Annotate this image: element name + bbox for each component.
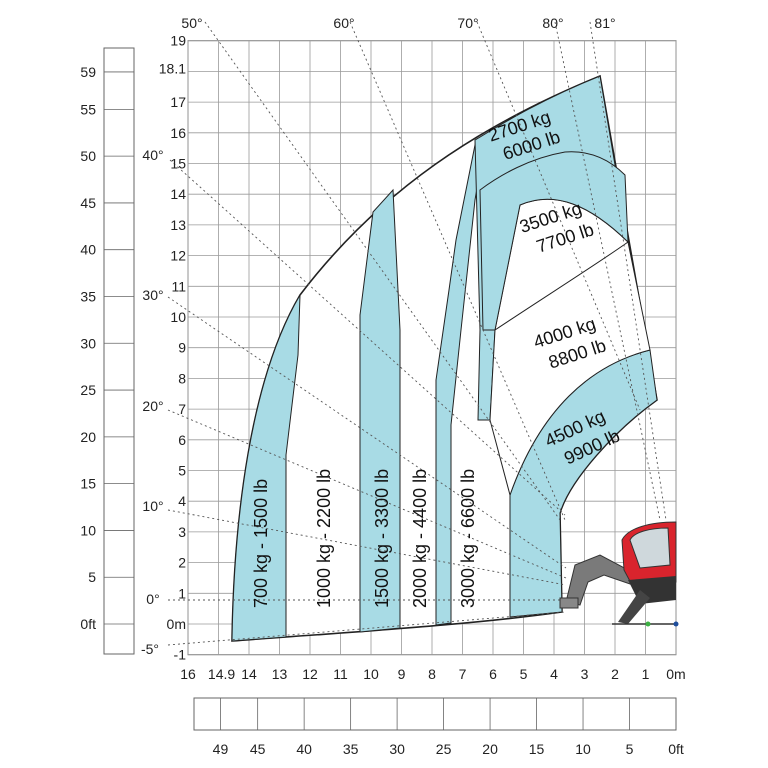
y-tick-label: 16 [170,125,186,141]
zone-700kg [231,294,301,642]
angle-label: 70° [457,15,478,31]
y-tick-label: -1 [174,647,187,663]
y-tick-label: 2 [178,555,186,571]
y-tick-label: 10 [170,309,186,325]
y-tick-label: 15 [170,156,186,172]
ft-bottom-tick-label: 15 [529,741,545,757]
x-tick-label: 8 [428,666,436,682]
angle-label: 80° [542,15,563,31]
zone-label-700: 700 kg - 1500 lb [251,479,271,608]
x-tick-label: 14.9 [208,666,235,682]
ft-left-tick-label: 0ft [80,616,96,632]
y-tick-label: 12 [170,248,186,264]
ft-left-tick-label: 20 [80,429,96,445]
ft-left-tick-label: 50 [80,148,96,164]
x-axis-labels: 16 14.9 14 13 12 11 10 9 8 7 6 5 4 3 2 1 0m [180,666,686,682]
x-tick-label: 11 [333,666,348,682]
x-tick-label: 3 [581,666,589,682]
angle-label: 50° [181,15,202,31]
x-tick-label: 16 [180,666,196,682]
y-tick-label: 9 [178,340,186,356]
x-tick-label: 12 [302,666,318,682]
y-tick-label: 0m [167,616,186,632]
x-tick-label: 14 [241,666,257,682]
ft-left-tick-label: 10 [80,522,96,538]
x-tick-label: 5 [520,666,528,682]
angle-labels: 50° 60° 70° 80° 81° 40° 30° 20° 10° 0° -5° [141,15,616,657]
zone-4000kg [489,241,651,497]
ft-bottom-tick-label: 30 [389,741,405,757]
ft-scale-bottom-ticks: 49 45 40 35 30 25 20 15 10 5 0ft [213,698,684,757]
zone-label-2000: 2000 kg - 4400 lb [410,469,430,608]
ft-bottom-tick-label: 5 [626,741,634,757]
marker-blue [673,621,679,627]
angle-label: -5° [141,641,159,657]
ft-bottom-tick-label: 0ft [668,741,684,757]
zone-1500kg [359,188,401,633]
y-tick-label: 17 [170,94,186,110]
angle-label: 20° [142,398,163,414]
ft-scale-left-ticks: 59 55 50 45 40 35 30 25 20 15 10 5 0ft [80,64,134,632]
angle-label: 0° [146,591,159,607]
y-tick-label: 3 [178,524,186,540]
ft-bottom-tick-label: 40 [296,741,312,757]
y-tick-label: 8 [178,370,186,386]
angle-label: 81° [594,15,615,31]
y-tick-label: 7 [178,401,186,417]
ft-scale-left [103,47,135,655]
angle-label: 60° [333,15,354,31]
ft-left-tick-label: 40 [80,242,96,258]
ft-bottom-tick-label: 49 [213,741,229,757]
ft-left-tick-label: 15 [80,476,96,492]
zone-label-1000: 1000 kg - 2200 lb [314,469,334,608]
ft-left-tick-label: 55 [80,101,96,117]
cab-window [629,527,671,569]
y-tick-label: 5 [178,463,186,479]
x-tick-label: 13 [272,666,288,682]
ft-scale-bottom [193,697,677,731]
attachment-plate [559,597,579,609]
x-tick-label: 7 [459,666,467,682]
ft-left-tick-label: 35 [80,288,96,304]
zone-3500kg-inner [479,151,629,331]
zone-label-3000: 3000 kg - 6600 lb [458,469,478,608]
ft-left-tick-label: 25 [80,382,96,398]
y-tick-label: 6 [178,432,186,448]
ft-bottom-tick-label: 25 [436,741,452,757]
y-tick-label: 19 [170,33,186,49]
x-tick-label: 2 [611,666,619,682]
x-tick-label: 0m [666,666,685,682]
ft-bottom-tick-label: 10 [575,741,591,757]
angle-label: 30° [142,287,163,303]
x-tick-label: 6 [489,666,497,682]
ft-left-tick-label: 45 [80,195,96,211]
telehandler-illustration [559,521,679,627]
y-tick-label: 4 [178,493,186,509]
angle-rays [167,21,667,646]
ft-bottom-tick-label: 20 [482,741,498,757]
y-axis-labels: 19 18.1 17 16 15 14 13 12 11 10 9 8 7 6 5 4 3 2 1 0m -1 [159,33,186,663]
y-tick-label: 18.1 [159,60,186,76]
zone-label-1500: 1500 kg - 3300 lb [372,469,392,608]
ft-bottom-tick-label: 35 [343,741,359,757]
ft-left-tick-label: 5 [88,569,96,585]
ft-left-tick-label: 30 [80,335,96,351]
ft-bottom-tick-label: 45 [250,741,266,757]
ft-left-tick-label: 59 [80,64,96,80]
x-tick-label: 1 [642,666,650,682]
x-tick-label: 9 [398,666,406,682]
y-tick-label: 14 [170,186,186,202]
x-tick-label: 4 [550,666,558,682]
x-tick-label: 10 [363,666,379,682]
angle-label: 40° [142,147,163,163]
marker-green [645,621,651,627]
y-tick-label: 13 [170,217,186,233]
outrigger-leg [618,590,650,624]
y-tick-label: 11 [171,278,186,294]
y-tick-label: 1 [178,585,186,601]
angle-label: 10° [142,498,163,514]
